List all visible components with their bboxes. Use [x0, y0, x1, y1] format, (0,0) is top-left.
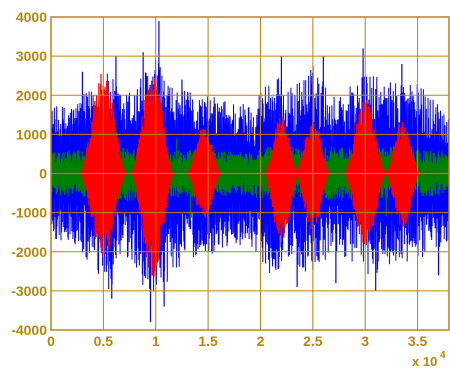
x-tick-label: 3 — [361, 333, 369, 349]
y-tick-label: -1000 — [11, 205, 47, 221]
y-tick-label: 0 — [39, 166, 47, 182]
y-tick-label: 4000 — [16, 9, 47, 25]
y-tick-label: 1000 — [16, 126, 47, 142]
x-exponent-power: 4 — [440, 350, 446, 361]
x-tick-label: 2.5 — [303, 333, 323, 349]
x-tick-label: 3.5 — [408, 333, 428, 349]
y-tick-label: -2000 — [11, 244, 47, 260]
x-tick-label: 1 — [152, 333, 160, 349]
y-tick-label: -3000 — [11, 283, 47, 299]
x-tick-label: 0.5 — [94, 333, 114, 349]
x-exponent-label: x 10 — [412, 354, 437, 369]
x-tick-label: 2 — [257, 333, 265, 349]
x-tick-label: 1.5 — [198, 333, 218, 349]
y-tick-label: 2000 — [16, 87, 47, 103]
x-tick-label: 0 — [47, 333, 55, 349]
y-tick-label: 3000 — [16, 48, 47, 64]
y-tick-label: -4000 — [11, 322, 47, 338]
